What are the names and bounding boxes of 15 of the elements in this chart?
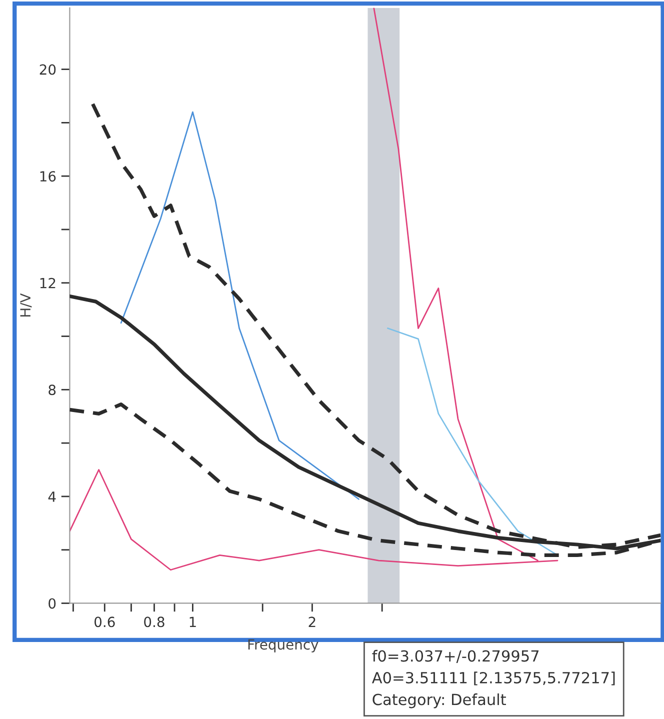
y-tick-label: 16 [40, 171, 56, 182]
x-tick-label: 2 [308, 616, 316, 627]
x-tick-label: 0.8 [144, 616, 164, 628]
y-tick-label: 8 [48, 384, 56, 396]
x-tick-label: 0.6 [94, 616, 115, 628]
text: A0=3.51111 [2.13575,5.77217] [372, 672, 615, 686]
y-tick-label: 20 [40, 64, 56, 75]
x-tick-label: 1 [190, 616, 196, 627]
y-axis-title: H/V [20, 293, 32, 317]
x-axis-title: Frequency [248, 639, 318, 652]
y-tick-label: 0 [48, 598, 56, 609]
text: Category: Default [372, 693, 506, 708]
text: f0=3.037+/-0.279957 [372, 650, 539, 663]
y-tick-label: 12 [40, 278, 56, 288]
y-tick-label: 4 [48, 492, 56, 502]
